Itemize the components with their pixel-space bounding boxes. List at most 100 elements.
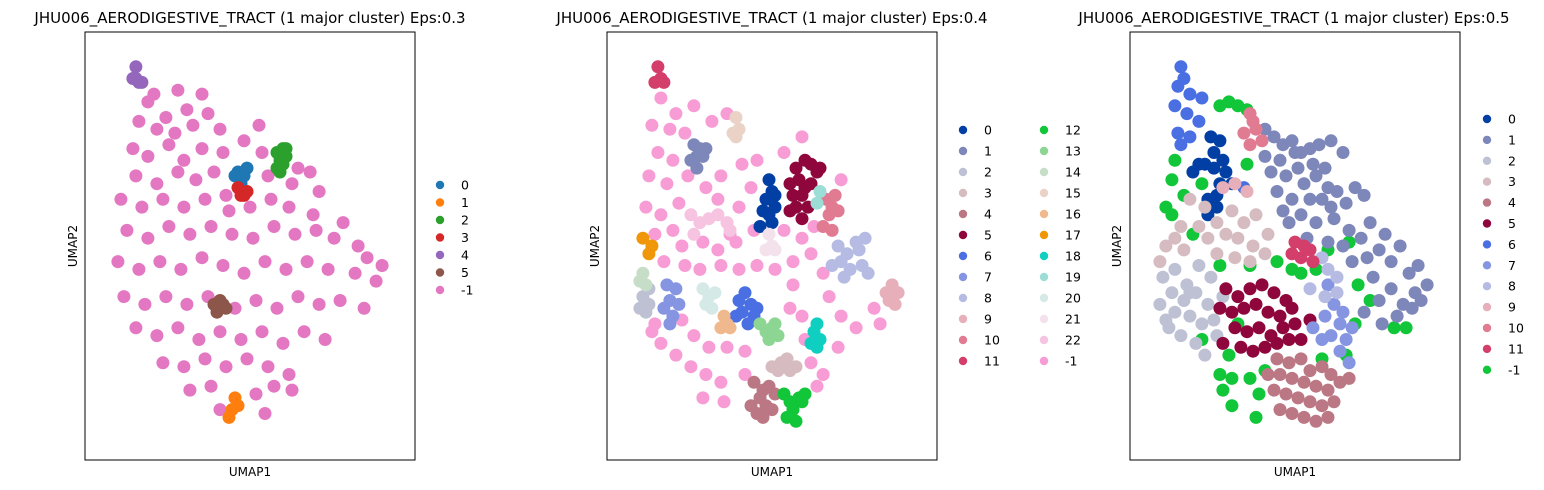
legend-marker xyxy=(1039,251,1049,261)
legend-marker xyxy=(1482,219,1492,228)
scatter-point xyxy=(1315,192,1329,206)
scatter-point xyxy=(132,262,146,276)
scatter-point xyxy=(1201,297,1215,311)
legend-marker xyxy=(1039,167,1049,177)
scatter-point xyxy=(1360,251,1374,265)
legend-marker xyxy=(435,285,445,295)
scatter-point xyxy=(1336,305,1350,319)
scatter-point xyxy=(1246,114,1260,128)
scatter-point xyxy=(768,262,782,276)
scatter-point xyxy=(804,177,818,191)
scatter-point xyxy=(1336,239,1350,253)
scatter-point xyxy=(1246,344,1260,358)
scatter-point xyxy=(1318,290,1332,304)
scatter-point xyxy=(1174,60,1188,74)
scatter-point xyxy=(1249,410,1263,424)
scatter-point xyxy=(681,169,695,183)
scatter-point xyxy=(1372,243,1386,257)
scatter-point xyxy=(1195,91,1209,105)
scatter-point xyxy=(1216,181,1230,195)
legend-label: 3 xyxy=(984,186,992,201)
scatter-points xyxy=(1153,60,1434,428)
scatter-point xyxy=(1183,130,1197,144)
scatter-point xyxy=(795,231,809,245)
scatter-point xyxy=(831,340,845,354)
legend-label: 0 xyxy=(984,123,992,138)
scatter-point xyxy=(222,410,236,424)
scatter-point xyxy=(684,360,698,374)
scatter-point xyxy=(666,223,680,237)
legend-label: 11 xyxy=(1508,341,1524,356)
scatter-point xyxy=(1273,153,1287,167)
scatter-point xyxy=(1258,247,1272,261)
scatter-point xyxy=(783,301,797,315)
scatter-point xyxy=(120,223,134,237)
legend-marker xyxy=(435,268,445,277)
scatter-point xyxy=(684,208,698,222)
scatter-point xyxy=(1240,185,1254,198)
legend-label: 11 xyxy=(984,354,1000,369)
scatter-point xyxy=(687,99,701,113)
scatter-point xyxy=(312,297,326,311)
scatter-point xyxy=(1192,220,1206,233)
scatter-point xyxy=(1288,146,1302,159)
scatter-point xyxy=(237,134,251,148)
scatter-point xyxy=(1168,262,1182,276)
scatter-point xyxy=(648,75,662,89)
scatter-point xyxy=(1297,177,1311,191)
scatter-point xyxy=(825,259,839,272)
scatter-point xyxy=(213,403,227,417)
scatter-point xyxy=(1168,231,1182,245)
scatter-point xyxy=(678,259,692,272)
scatter-point xyxy=(360,251,374,265)
scatter-point xyxy=(192,333,206,346)
scatter-point xyxy=(162,138,176,152)
legend-label: 0 xyxy=(1508,112,1516,127)
scatter-point xyxy=(1192,259,1206,272)
scatter-point xyxy=(1312,138,1326,152)
scatter-point xyxy=(1153,255,1167,269)
legend-label: 21 xyxy=(1065,312,1081,327)
legend-label: -1 xyxy=(1065,354,1077,369)
scatter-point xyxy=(795,395,809,409)
legend-marker xyxy=(958,167,968,177)
scatter-point xyxy=(219,360,233,374)
scatter-point xyxy=(375,259,389,272)
scatter-point xyxy=(111,255,125,269)
scatter-point xyxy=(1255,134,1269,148)
scatter-point xyxy=(1207,313,1221,327)
legend-marker xyxy=(1482,177,1492,186)
scatter-point xyxy=(753,220,767,233)
scatter-point xyxy=(1324,368,1338,381)
scatter-point xyxy=(1219,282,1233,296)
scatter-point xyxy=(252,118,266,132)
y-axis-label: UMAP2 xyxy=(66,225,80,267)
scatter-point xyxy=(1231,290,1245,304)
scatter-point xyxy=(771,329,785,343)
scatter-point xyxy=(639,305,653,319)
scatter-point xyxy=(1393,239,1407,253)
scatter-point xyxy=(1168,99,1182,113)
scatter-point xyxy=(1261,227,1275,241)
scatter-point xyxy=(1237,301,1251,315)
scatter-point xyxy=(1288,317,1302,331)
scatter-point xyxy=(762,173,776,187)
legend-label: 1 xyxy=(461,195,469,210)
legend-label: 8 xyxy=(1508,279,1516,294)
scatter-point xyxy=(1210,247,1224,261)
scatter-point xyxy=(696,391,710,405)
scatter-point xyxy=(1330,270,1344,284)
legend-marker xyxy=(958,146,968,156)
scatter-point xyxy=(669,107,683,121)
scatter-point xyxy=(1384,282,1398,296)
scatter-point xyxy=(687,329,701,343)
y-axis-label: UMAP2 xyxy=(588,225,602,267)
scatter-point xyxy=(1357,188,1371,202)
scatter-point xyxy=(1291,391,1305,405)
scatter-point xyxy=(129,321,143,335)
scatter-point xyxy=(291,290,305,304)
scatter-point xyxy=(1174,138,1188,152)
scatter-point xyxy=(267,379,281,393)
scatter-point xyxy=(810,379,824,393)
scatter-point xyxy=(1165,173,1179,187)
